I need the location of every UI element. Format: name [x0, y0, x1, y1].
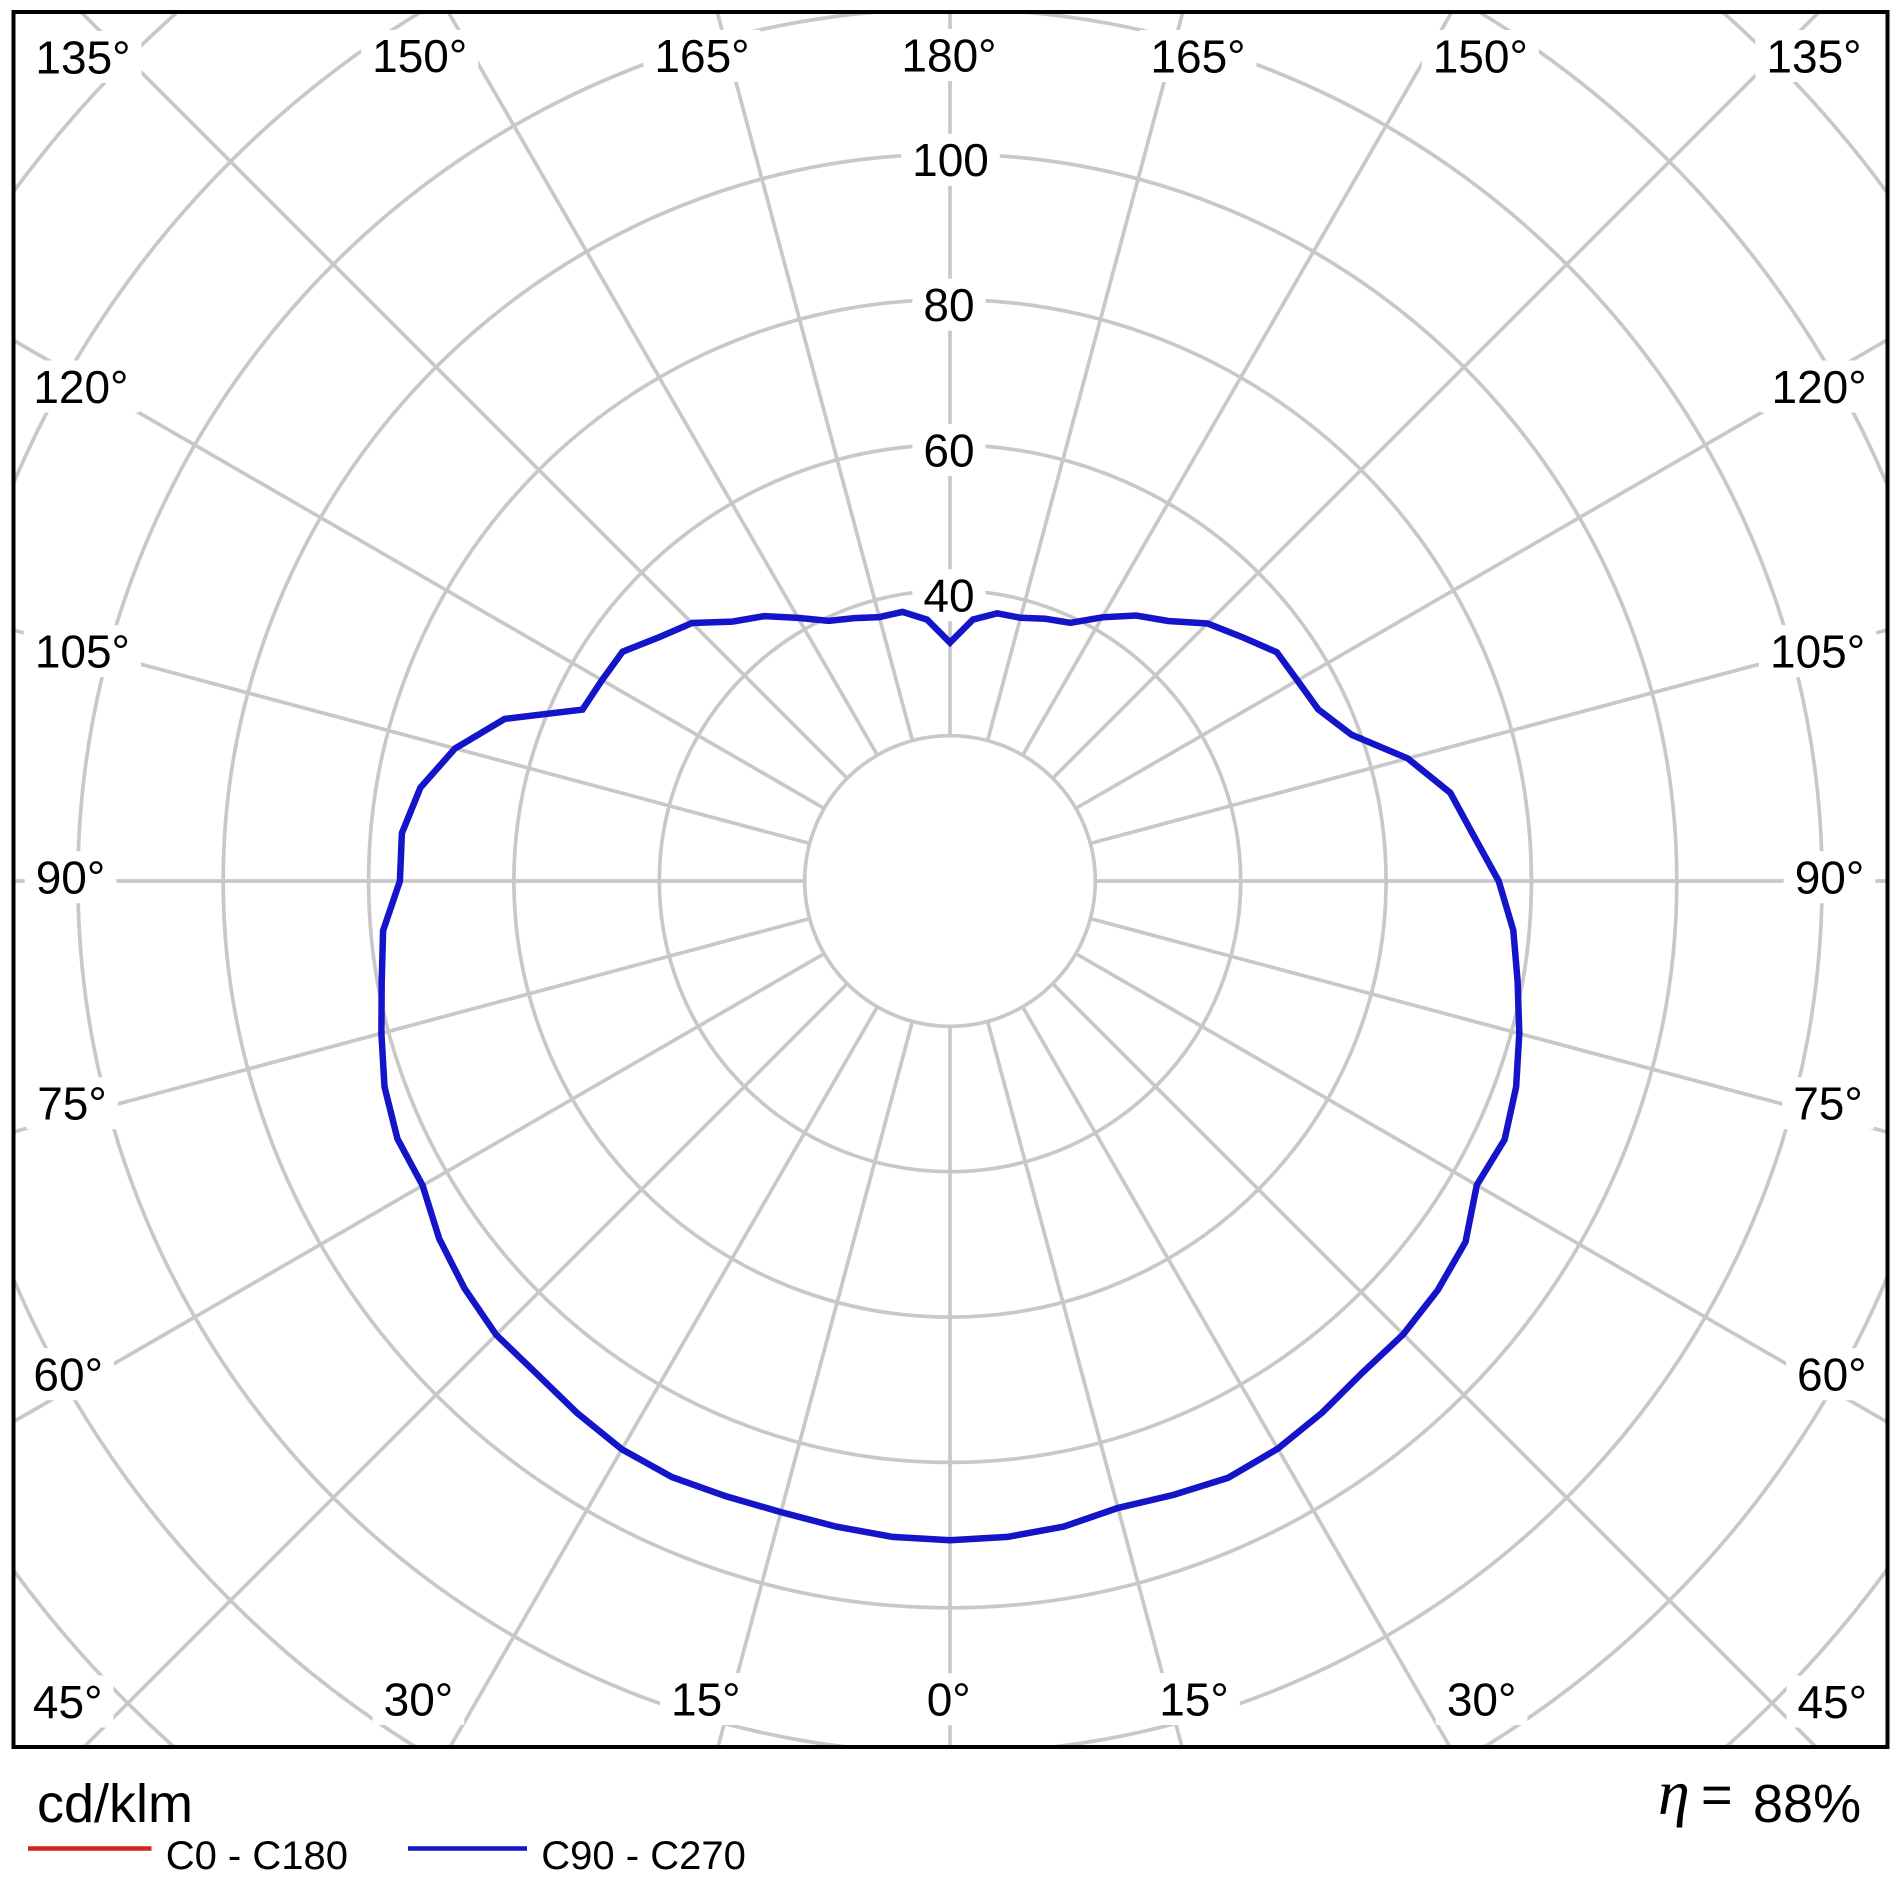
svg-text:45°: 45° [1798, 1676, 1868, 1728]
svg-text:90°: 90° [1795, 852, 1865, 904]
svg-text:90°: 90° [36, 852, 106, 904]
svg-text:15°: 15° [1159, 1673, 1229, 1725]
svg-text:60: 60 [923, 424, 974, 476]
svg-text:=: = [1701, 1765, 1733, 1825]
svg-text:165°: 165° [1150, 30, 1245, 82]
svg-text:180°: 180° [901, 29, 996, 81]
svg-text:C0 - C180: C0 - C180 [166, 1834, 348, 1878]
svg-text:150°: 150° [372, 30, 467, 82]
svg-text:30°: 30° [1447, 1673, 1517, 1725]
svg-text:165°: 165° [654, 30, 749, 82]
svg-text:150°: 150° [1433, 30, 1528, 82]
svg-text:45°: 45° [33, 1676, 103, 1728]
svg-text:0°: 0° [927, 1674, 971, 1726]
svg-text:60°: 60° [33, 1349, 103, 1401]
svg-text:15°: 15° [671, 1673, 741, 1725]
svg-text:30°: 30° [384, 1673, 454, 1725]
svg-text:75°: 75° [37, 1078, 107, 1130]
svg-text:40: 40 [923, 570, 974, 622]
svg-text:60°: 60° [1797, 1349, 1867, 1401]
svg-text:C90 - C270: C90 - C270 [541, 1834, 746, 1878]
svg-text:80: 80 [923, 279, 974, 331]
svg-text:100: 100 [912, 134, 989, 186]
svg-text:105°: 105° [35, 626, 130, 678]
svg-text:75°: 75° [1793, 1078, 1863, 1130]
svg-text:120°: 120° [1772, 361, 1867, 413]
svg-text:88%: 88% [1753, 1774, 1861, 1834]
svg-text:η: η [1658, 1757, 1690, 1828]
svg-text:135°: 135° [35, 31, 130, 83]
svg-text:120°: 120° [33, 361, 128, 413]
svg-text:135°: 135° [1766, 30, 1861, 82]
svg-text:105°: 105° [1770, 626, 1865, 678]
svg-text:cd/klm: cd/klm [37, 1774, 193, 1834]
